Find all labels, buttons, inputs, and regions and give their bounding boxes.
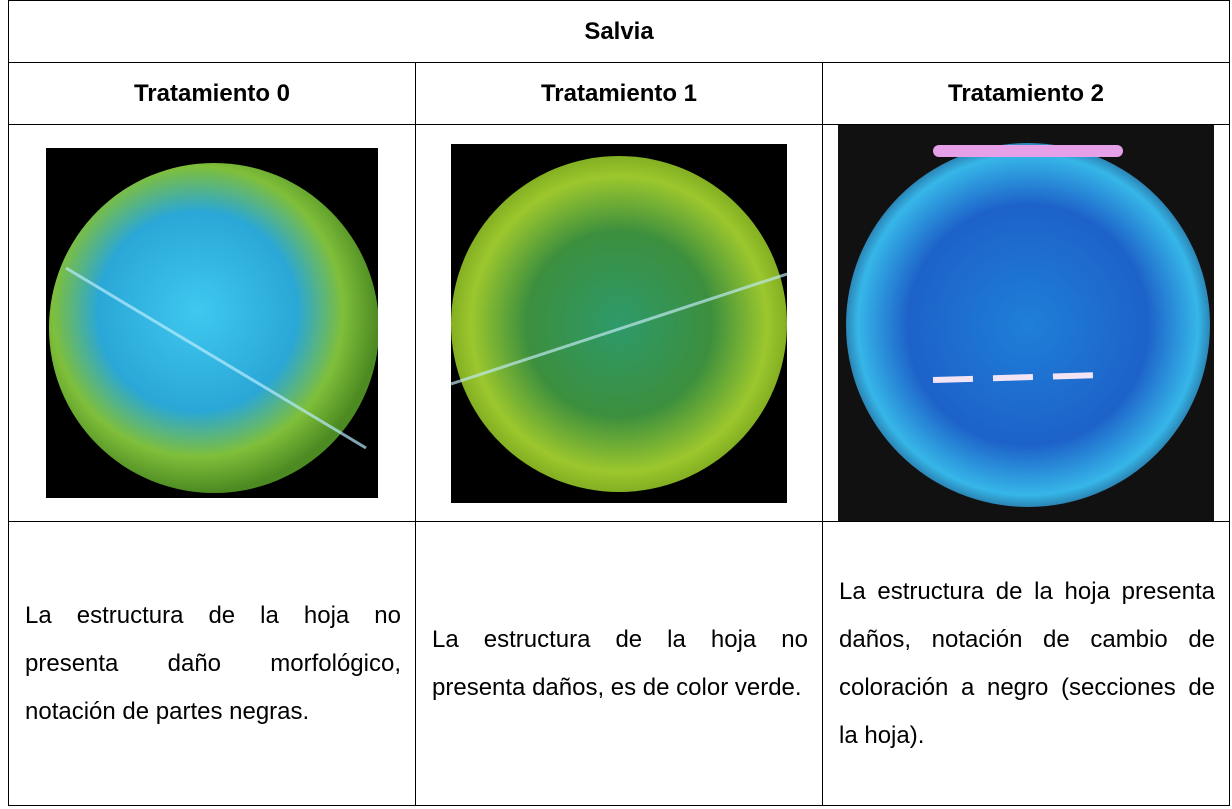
description: La estructura de la hoja presenta daños,… <box>821 521 1231 806</box>
image-cell <box>821 124 1231 522</box>
image-cell <box>8 124 416 522</box>
micrograph <box>838 125 1215 521</box>
micrograph <box>46 148 378 498</box>
column-header: Tratamiento 0 <box>8 62 416 125</box>
column-header: Tratamiento 2 <box>821 62 1231 125</box>
table-title: Salvia <box>7 0 1231 63</box>
column-header: Tratamiento 1 <box>415 62 823 125</box>
table: Salvia Tratamiento 0 Tratamiento 1 Trata… <box>7 0 1231 806</box>
image-cell <box>415 124 823 522</box>
description: La estructura de la hoja no presenta dañ… <box>8 521 416 806</box>
description: La estructura de la hoja no presenta dañ… <box>415 521 823 806</box>
micrograph <box>451 143 787 503</box>
